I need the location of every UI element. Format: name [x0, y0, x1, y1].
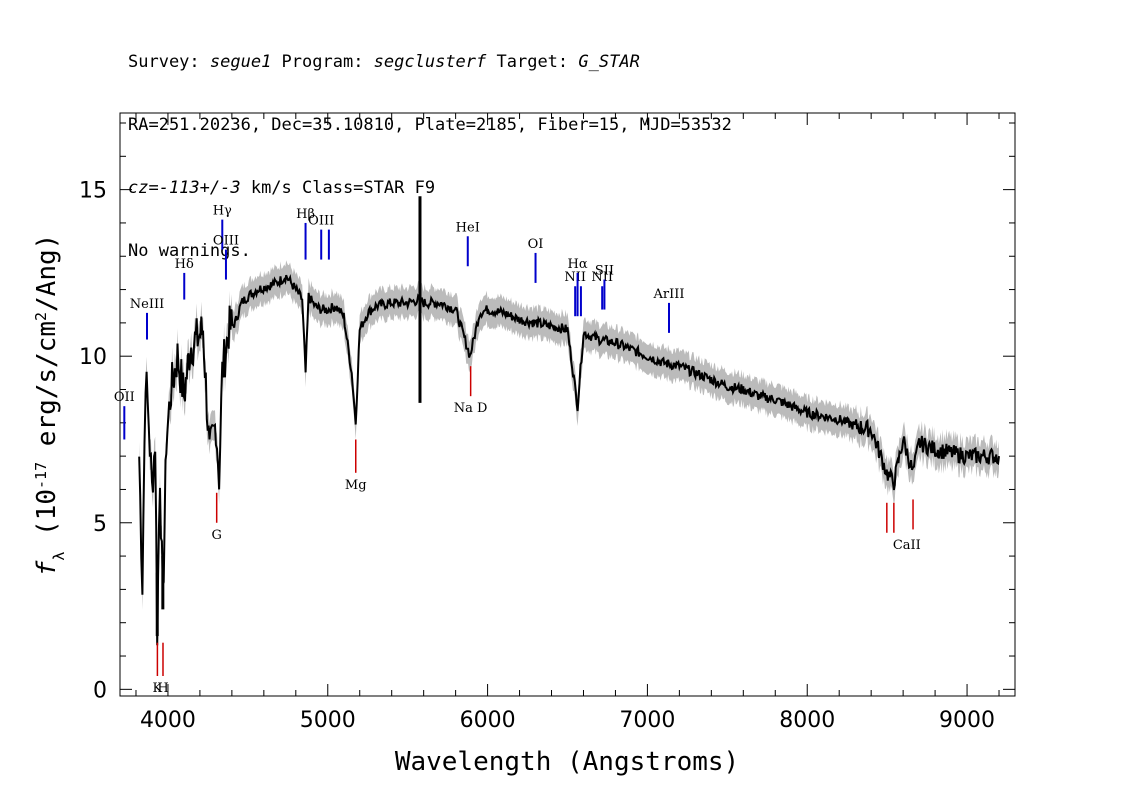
x-tick-label: 4000 — [140, 708, 196, 733]
flux-series — [138, 196, 1000, 646]
y-axis-title-part: (10 — [32, 489, 62, 552]
plot-frame — [119, 112, 1016, 697]
emission-line-label: NII — [564, 270, 586, 285]
emission-line-label: OI — [528, 237, 544, 252]
y-axis-title-part: -17 — [32, 462, 50, 489]
y-axis-title: fλ (10-17 erg/s/cm2/Ang) — [32, 234, 68, 577]
x-tick-label: 6000 — [460, 708, 516, 733]
survey-label: Survey: — [128, 52, 210, 72]
y-axis-title-part: 2 — [32, 312, 50, 321]
error-band — [139, 260, 999, 661]
emission-line-label: SII — [595, 264, 614, 279]
flux-line — [138, 274, 1000, 646]
emission-line-label: Hβ — [296, 207, 315, 222]
y-axis-title-part: /Ang) — [32, 234, 62, 312]
header-line-coordinates: RA=251.20236, Dec=35.10810, Plate=2185, … — [128, 115, 732, 135]
emission-line-label: NII — [591, 270, 613, 285]
y-tick-label: 10 — [79, 345, 107, 370]
y-axis-title-part: λ — [50, 552, 68, 561]
emission-line-label: OIII — [308, 214, 334, 229]
y-tick-label: 5 — [93, 512, 107, 537]
class-value: km/s Class=STAR F9 — [240, 178, 436, 198]
target-value: G_STAR — [578, 52, 640, 72]
x-tick-label: 8000 — [779, 708, 835, 733]
emission-line-label: Hγ — [213, 204, 232, 219]
program-label: Program: — [271, 52, 374, 72]
emission-line-label: OIII — [213, 234, 239, 249]
flux-error-band — [139, 260, 999, 661]
y-tick-label: 0 — [93, 678, 107, 703]
x-tick-label: 9000 — [939, 708, 995, 733]
absorption-line-label: CaII — [893, 538, 921, 553]
spectrum-header: Survey: segue1 Program: segclusterf Targ… — [128, 10, 732, 283]
y-axis-title-part: f — [32, 560, 62, 576]
emission-line-label: HeI — [456, 220, 480, 235]
absorption-line-label: Mg — [345, 478, 367, 493]
y-tick-label: 15 — [79, 179, 107, 204]
emission-line-label: Hδ — [175, 257, 194, 272]
x-tick-label: 5000 — [300, 708, 356, 733]
redshift-value: cz=-113+/-3 — [128, 178, 241, 198]
x-tick-label: 7000 — [619, 708, 675, 733]
emission-line-label: Hα — [568, 257, 588, 272]
emission-line-label: ArIII — [652, 287, 684, 302]
header-line-survey: Survey: segue1 Program: segclusterf Targ… — [128, 52, 732, 73]
tick-labels: 4000 5000 6000 7000 8000 9000 0 5 10 15 — [79, 179, 995, 733]
absorption-line-label: Na D — [454, 401, 488, 416]
absorption-line-label: K — [153, 681, 163, 696]
header-line-redshift: cz=-113+/-3 km/s Class=STAR F9 — [128, 178, 732, 199]
header-line-warnings: No warnings. — [128, 241, 251, 261]
absorption-line-label: G — [211, 528, 221, 543]
axis-ticks — [120, 113, 1015, 696]
x-axis-title: Wavelength (Angstroms) — [395, 747, 739, 777]
emission-line-label: NeIII — [130, 297, 164, 312]
absorption-line-label: H — [157, 681, 168, 696]
emission-line-label: OII — [114, 390, 135, 405]
survey-value: segue1 — [209, 52, 272, 72]
target-label: Target: — [486, 52, 579, 72]
program-value: segclusterf — [373, 52, 487, 72]
y-axis-title-part: erg/s/cm — [32, 321, 62, 462]
